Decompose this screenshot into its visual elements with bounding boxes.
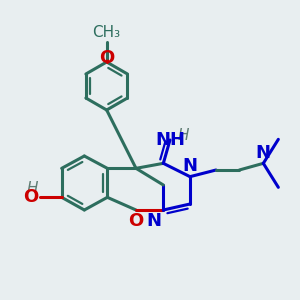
Text: O: O [99, 49, 114, 67]
Text: H: H [27, 181, 38, 196]
Text: N: N [147, 212, 162, 230]
Text: CH₃: CH₃ [93, 25, 121, 40]
Text: H: H [177, 128, 189, 142]
Text: N: N [256, 144, 271, 162]
Text: N: N [182, 157, 197, 175]
Text: NH: NH [155, 131, 185, 149]
Text: O: O [23, 188, 38, 206]
Text: O: O [128, 212, 144, 230]
